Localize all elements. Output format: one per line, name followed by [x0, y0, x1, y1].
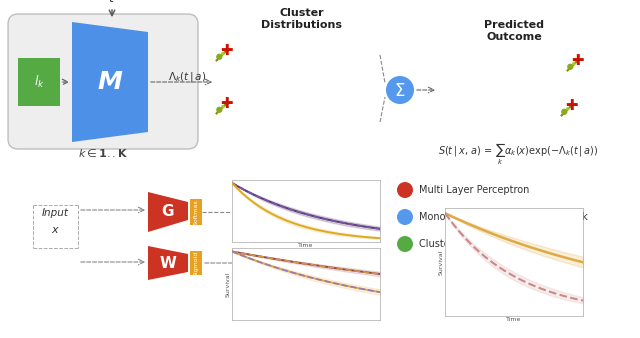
Bar — [190, 199, 202, 225]
Text: Cluster Latent Representation: Cluster Latent Representation — [419, 239, 566, 249]
Circle shape — [221, 52, 225, 55]
Text: $\mathbb{P}(Z = k\,|\,X = x)$: $\mathbb{P}(Z = k\,|\,X = x)$ — [275, 199, 346, 213]
Circle shape — [397, 182, 413, 198]
Polygon shape — [148, 246, 188, 280]
Text: Assignment: Assignment — [275, 223, 333, 233]
Text: $l_k$: $l_k$ — [33, 74, 44, 90]
Circle shape — [216, 54, 223, 60]
Text: $\Sigma$: $\Sigma$ — [394, 82, 406, 100]
Circle shape — [221, 105, 225, 108]
Text: Cluster
Distributions: Cluster Distributions — [262, 8, 342, 30]
Text: Input: Input — [42, 208, 68, 218]
Circle shape — [397, 209, 413, 225]
Circle shape — [566, 107, 570, 111]
Text: G: G — [162, 204, 174, 219]
Text: ✚: ✚ — [221, 43, 233, 57]
Text: ✚: ✚ — [221, 96, 233, 111]
Text: $k \in \mathbf{1}..\mathbf{K}$: $k \in \mathbf{1}..\mathbf{K}$ — [77, 147, 128, 159]
Bar — [18, 58, 60, 106]
Text: Propensity: Propensity — [275, 254, 326, 264]
Text: $S(t\,|\,x,\,a)\,=\,\sum_k \alpha_k(x)\exp\!\left(-\Lambda_k(t\,|\,a)\right)$: $S(t\,|\,x,\,a)\,=\,\sum_k \alpha_k(x)\e… — [438, 142, 598, 167]
Polygon shape — [148, 192, 188, 232]
Text: Softmax: Softmax — [193, 199, 198, 225]
Text: ✚: ✚ — [572, 52, 584, 68]
Text: M: M — [97, 70, 122, 94]
Circle shape — [567, 64, 573, 70]
Text: Monotone Positive Neural Network: Monotone Positive Neural Network — [419, 212, 588, 222]
Bar — [190, 251, 202, 275]
Circle shape — [386, 76, 414, 104]
Text: $x$: $x$ — [51, 225, 60, 235]
Circle shape — [216, 107, 223, 113]
FancyBboxPatch shape — [8, 14, 198, 149]
Circle shape — [572, 62, 576, 66]
Text: Sigmoid: Sigmoid — [193, 250, 198, 276]
Text: $\Lambda_k(t\,|\,a)$: $\Lambda_k(t\,|\,a)$ — [168, 70, 206, 84]
Text: Subgroup: Subgroup — [275, 215, 322, 225]
Text: Multi Layer Perceptron: Multi Layer Perceptron — [419, 185, 529, 195]
Text: ✚: ✚ — [566, 98, 579, 113]
Circle shape — [561, 108, 568, 115]
Polygon shape — [72, 22, 148, 142]
Text: $t$: $t$ — [108, 0, 116, 5]
Text: W: W — [159, 256, 177, 270]
Circle shape — [397, 236, 413, 252]
Text: $\mathbb{P}(A = 1\,|\,X = x)$: $\mathbb{P}(A = 1\,|\,X = x)$ — [275, 261, 346, 275]
Text: Predicted
Outcome: Predicted Outcome — [484, 20, 544, 42]
